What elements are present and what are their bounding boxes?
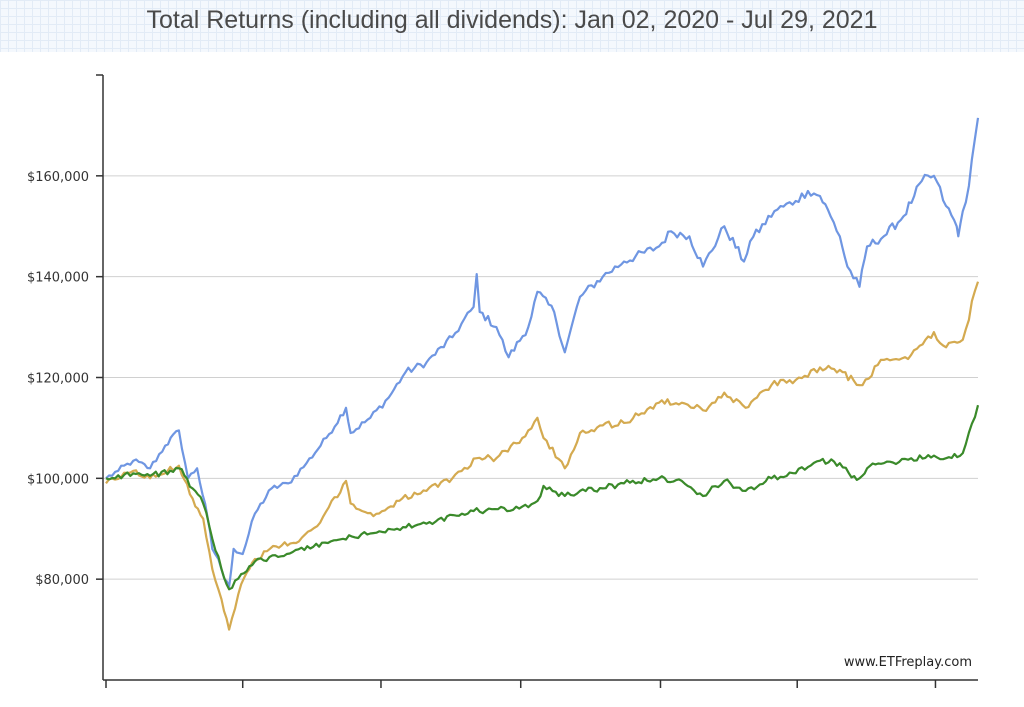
y-axis-ticks: $80,000 $100,000 $120,000 $140,000 $160,000 bbox=[27, 170, 103, 588]
y-tick-label: $160,000 bbox=[27, 170, 89, 185]
series-line-1 bbox=[105, 117, 980, 588]
y-tick-label: $100,000 bbox=[27, 472, 89, 487]
series-lines bbox=[105, 117, 980, 631]
series-line-3 bbox=[105, 404, 980, 591]
y-tick-label: $120,000 bbox=[27, 372, 89, 387]
watermark: www.ETFreplay.com bbox=[844, 655, 972, 670]
title-band bbox=[0, 0, 1024, 52]
gridlines bbox=[103, 175, 978, 580]
chart-title: Total Returns (including all dividends):… bbox=[146, 6, 878, 34]
y-tick-label: $80,000 bbox=[35, 573, 89, 588]
x-axis-ticks bbox=[105, 680, 937, 688]
series-line-2 bbox=[105, 281, 980, 631]
y-tick-label: $140,000 bbox=[27, 271, 89, 286]
